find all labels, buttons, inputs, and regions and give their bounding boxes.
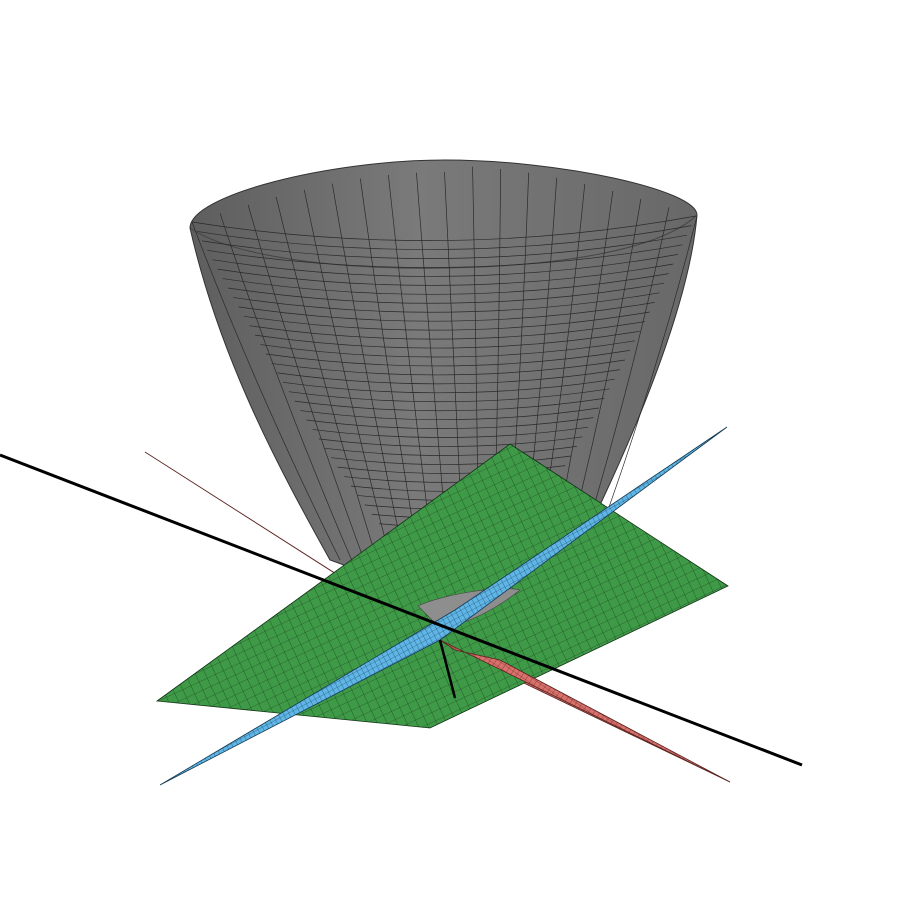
paraboloid-ring [331,455,572,465]
axis-line [0,453,803,767]
intersection-line [438,639,457,699]
paraboloid-ring [254,330,640,349]
paraboloid-ring [271,359,626,376]
paraboloid-ring [207,244,683,268]
paraboloid-ring [191,215,697,241]
paraboloid-ring [222,273,669,295]
paraboloid-ring [249,321,645,340]
paraboloid-ring [233,292,660,313]
plane-red-front [439,639,731,783]
paraboloid-ring [300,407,599,421]
paraboloid-ring [318,436,583,447]
paraboloid-ring [265,350,631,367]
paraboloid-meridian [275,196,383,576]
paraboloid-ring [282,378,615,394]
paraboloid-ring [277,369,620,385]
paraboloid-ring [244,311,650,331]
paraboloid-ring [288,388,610,403]
paraboloid-ring [294,398,605,412]
paraboloid-meridian [219,213,355,566]
paraboloid-ring [238,302,655,322]
paraboloid-ring [202,234,688,259]
paraboloid-meridian [247,204,369,571]
paraboloid-ring [260,340,636,358]
paraboloid-ring [228,282,665,304]
paraboloid-ring [212,254,678,277]
plane-blue [159,426,728,786]
paraboloid-ring [312,426,589,438]
paraboloid-ring [217,263,674,286]
paraboloid-meridian [191,221,341,561]
paraboloid-ring [324,446,577,456]
paraboloid-meridian [303,189,396,580]
paraboloid-ring [196,225,692,250]
